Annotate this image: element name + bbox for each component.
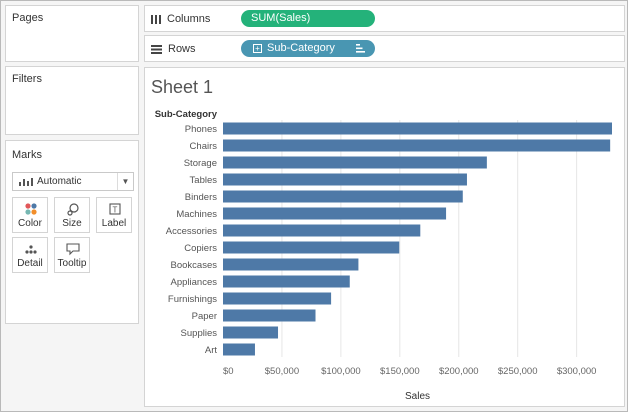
bar-chart-icon	[19, 178, 33, 186]
label-icon: T	[109, 203, 121, 215]
detail-icon	[25, 245, 37, 254]
bar-chart: Sub-Category Phones Chairs Storage Tables Bin…	[155, 109, 612, 402]
bar	[223, 326, 279, 339]
color-label: Color	[18, 218, 42, 229]
pages-shelf[interactable]: Pages	[5, 5, 139, 62]
bar	[223, 309, 316, 322]
rows-shelf[interactable]: Rows + Sub-Category	[144, 35, 625, 62]
marks-card: Marks Automatic ▼ Color	[5, 140, 139, 324]
rows-icon	[151, 44, 162, 54]
columns-shelf[interactable]: Columns SUM(Sales)	[144, 5, 625, 32]
bar	[223, 343, 255, 356]
x-tick-label: $50,000	[265, 366, 299, 377]
x-tick-label: $250,000	[498, 366, 538, 377]
x-tick-label: $300,000	[557, 366, 597, 377]
category-label: Tables	[190, 175, 218, 186]
bar	[223, 139, 611, 152]
x-tick-label: $100,000	[321, 366, 361, 377]
sum-sales-pill[interactable]: SUM(Sales)	[241, 10, 375, 27]
x-tick-label: $200,000	[439, 366, 479, 377]
bar	[223, 122, 612, 135]
marks-title: Marks	[12, 149, 42, 161]
category-label: Copiers	[184, 243, 217, 254]
chevron-down-icon[interactable]: ▼	[117, 173, 133, 190]
tooltip-label: Tooltip	[57, 258, 87, 269]
category-label: Storage	[184, 158, 217, 169]
expand-plus-icon[interactable]: +	[253, 44, 262, 53]
tooltip-button[interactable]: Tooltip	[54, 237, 90, 273]
bar	[223, 207, 447, 220]
bar	[223, 275, 350, 288]
size-label: Size	[62, 218, 82, 229]
sheet-title: Sheet 1	[151, 77, 214, 97]
color-icon	[25, 203, 37, 215]
mark-type-dropdown[interactable]: Automatic ▼	[12, 172, 134, 191]
rows-label-text: Rows	[168, 43, 196, 55]
size-icon	[67, 203, 79, 216]
category-label: Accessories	[166, 226, 217, 237]
sub-category-pill[interactable]: + Sub-Category	[241, 40, 375, 57]
shelves-area: Columns SUM(Sales) Rows + Sub-Category	[144, 5, 625, 62]
x-tick-label: $150,000	[380, 366, 420, 377]
category-label: Supplies	[181, 328, 218, 339]
pages-title: Pages	[12, 12, 44, 24]
svg-text:T: T	[113, 206, 118, 215]
columns-shelf-label: Columns	[151, 13, 210, 25]
tooltip-icon	[66, 243, 80, 256]
detail-label: Detail	[17, 258, 43, 269]
x-axis-title: Sales	[405, 391, 430, 402]
category-label: Phones	[185, 124, 217, 135]
columns-label-text: Columns	[167, 13, 211, 25]
mark-type-value: Automatic	[37, 176, 82, 187]
category-label: Chairs	[190, 141, 218, 152]
color-button[interactable]: Color	[12, 197, 48, 233]
columns-icon	[151, 14, 161, 24]
sort-descending-icon[interactable]	[356, 44, 365, 53]
category-label: Machines	[176, 209, 217, 220]
category-label: Furnishings	[168, 294, 217, 305]
label-button[interactable]: T Label	[96, 197, 132, 233]
category-label: Appliances	[171, 277, 218, 288]
detail-button[interactable]: Detail	[12, 237, 48, 273]
size-button[interactable]: Size	[54, 197, 90, 233]
bar	[223, 224, 421, 237]
category-label: Paper	[192, 311, 217, 322]
filters-shelf[interactable]: Filters	[5, 66, 139, 135]
sheet-view: Sheet 1 Sub-Category Phones Chairs Storage T…	[144, 67, 625, 407]
bar	[223, 173, 467, 186]
x-tick-label: $0	[223, 366, 234, 377]
label-label: Label	[101, 218, 127, 229]
bar	[223, 292, 332, 305]
sub-category-pill-label: Sub-Category	[267, 42, 335, 54]
bar	[223, 156, 487, 169]
category-label: Art	[205, 345, 218, 356]
filters-title: Filters	[12, 73, 42, 85]
bar	[223, 190, 463, 203]
row-header-label: Sub-Category	[155, 109, 218, 120]
category-label: Binders	[185, 192, 217, 203]
bar	[223, 241, 400, 254]
rows-shelf-label: Rows	[151, 43, 196, 55]
bar	[223, 258, 359, 271]
category-label: Bookcases	[171, 260, 218, 271]
